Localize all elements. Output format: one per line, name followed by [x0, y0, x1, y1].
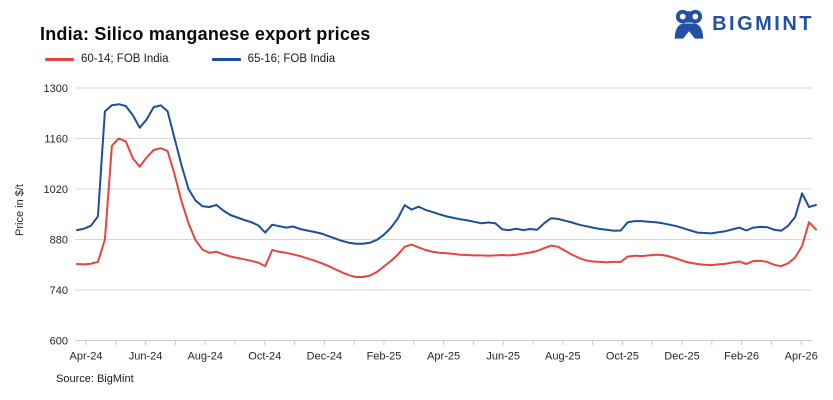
- legend-label-60-14: 60-14; FOB India: [81, 53, 169, 65]
- y-tick-label: 880: [50, 235, 68, 247]
- bigmint-logo-icon: [672, 9, 706, 40]
- x-tick-label: Apr-26: [785, 351, 818, 363]
- legend-item-60-14: 60-14; FOB India: [45, 53, 169, 65]
- y-tick-label: 740: [50, 285, 68, 297]
- legend-label-65-16: 65-16; FOB India: [247, 53, 336, 65]
- x-tick-label: Dec-25: [664, 351, 699, 363]
- y-tick-label: 1020: [44, 184, 68, 196]
- source-note: Source: BigMint: [56, 373, 134, 385]
- y-tick-label: 600: [50, 336, 68, 348]
- x-tick-label: Feb-25: [367, 351, 402, 363]
- series-line-65-16: [76, 103, 817, 245]
- brand-wordmark: BIGMINT: [712, 13, 814, 35]
- x-tick-label: Aug-24: [187, 351, 222, 363]
- x-tick-label: Feb-26: [724, 351, 759, 363]
- x-tick-label: Apr-25: [427, 351, 460, 363]
- x-tick-label: Aug-25: [545, 351, 580, 363]
- page-title: India: Silico manganese export prices: [40, 24, 371, 44]
- x-tick-label: Oct-25: [606, 351, 639, 363]
- legend-swatch-65-16: [211, 57, 241, 61]
- x-tick-label: Jun-24: [129, 351, 163, 363]
- series-line-60-14: [76, 137, 817, 278]
- brand-logo: BIGMINT: [672, 9, 814, 40]
- x-tick-label: Oct-24: [248, 351, 281, 363]
- y-tick-label: 1300: [44, 83, 68, 95]
- legend-item-65-16: 65-16; FOB India: [211, 53, 336, 65]
- x-tick-label: Jun-25: [486, 351, 520, 363]
- legend-swatch-60-14: [45, 57, 74, 61]
- y-tick-label: 1160: [44, 134, 68, 146]
- x-tick-label: Dec-24: [307, 351, 342, 363]
- chart-legend: 60-14; FOB India 65-16; FOB India: [45, 53, 335, 65]
- x-tick-label: Apr-24: [69, 351, 102, 363]
